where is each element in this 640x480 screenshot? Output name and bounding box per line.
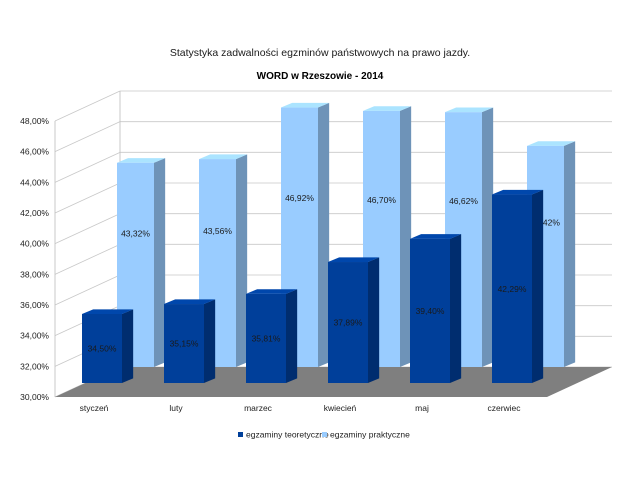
bar-teoretyczne-front xyxy=(410,238,450,383)
x-category-label: marzec xyxy=(244,403,273,413)
data-label-praktyczne: 46,92% xyxy=(285,193,314,203)
bar-praktyczne-top xyxy=(281,102,330,108)
y-tick-label: 44,00% xyxy=(20,177,49,187)
bar-teoretyczne-side xyxy=(532,189,544,383)
y-tick-label: 40,00% xyxy=(20,239,49,249)
bar-praktyczne-top xyxy=(445,107,494,113)
bar-teoretyczne-side xyxy=(450,234,462,383)
gridline-side xyxy=(54,213,121,245)
x-category-label: kwiecień xyxy=(324,403,357,413)
data-label-teoretyczne: 35,15% xyxy=(170,339,199,349)
bar-praktyczne-side xyxy=(236,154,248,367)
y-tick-label: 36,00% xyxy=(20,300,49,310)
bar-praktyczne-side xyxy=(400,106,412,368)
y-tick-label: 38,00% xyxy=(20,269,49,279)
legend-label: egzaminy praktyczne xyxy=(330,430,410,440)
data-label-praktyczne: 43,56% xyxy=(203,226,232,236)
legend-swatch xyxy=(322,432,327,437)
bar-teoretyczne-front xyxy=(164,304,204,383)
y-tick-label: 30,00% xyxy=(20,392,49,402)
y-tick-label: 48,00% xyxy=(20,116,49,126)
bar-teoretyczne-top xyxy=(328,257,380,263)
bar-praktyczne-side xyxy=(154,158,166,367)
gridline-side xyxy=(54,90,121,122)
bar-praktyczne-side xyxy=(482,107,494,367)
legend: egzaminy teoretyczne egzaminy praktyczne xyxy=(238,430,410,440)
bar-teoretyczne-top xyxy=(82,309,134,314)
bar-teoretyczne-side xyxy=(122,309,134,383)
y-axis-ticks: 30,00% 32,00% 34,00% 36,00% 38,00% 40,00% 42,0… xyxy=(20,116,49,402)
x-axis-categories: styczeń luty marzec kwiecień maj czerwiec xyxy=(80,403,522,413)
bar-teoretyczne-side xyxy=(368,257,380,383)
gridline-side xyxy=(54,151,121,183)
bar-teoretyczne-top xyxy=(246,289,298,294)
x-category-label: styczeń xyxy=(80,403,109,413)
bar-teoretyczne-side xyxy=(286,289,298,383)
data-label-praktyczne: 44,42% xyxy=(531,217,560,227)
y-tick-label: 46,00% xyxy=(20,147,49,157)
bar-teoretyczne xyxy=(164,299,216,383)
bar-teoretyczne xyxy=(82,309,134,383)
bar-praktyczne-side xyxy=(318,102,330,367)
gridline-side xyxy=(54,182,121,214)
chart-title: Statystyka zadwalności egzminów państwow… xyxy=(170,47,470,59)
y-tick-label: 34,00% xyxy=(20,331,49,341)
bar-teoretyczne xyxy=(328,257,380,383)
bar-praktyczne xyxy=(117,158,166,367)
bar-praktyczne-top xyxy=(363,106,412,111)
x-category-label: maj xyxy=(415,403,429,413)
data-label-teoretyczne: 35,81% xyxy=(252,333,281,343)
bar-teoretyczne-front xyxy=(82,314,122,383)
legend-label: egzaminy teoretyczne xyxy=(246,430,329,440)
bar-teoretyczne-top xyxy=(410,234,462,239)
y-tick-label: 32,00% xyxy=(20,361,49,371)
x-category-label: czerwiec xyxy=(487,403,521,413)
data-label-praktyczne: 43,32% xyxy=(121,228,150,238)
bar-praktyczne-side xyxy=(564,141,576,367)
bar-teoretyczne-front xyxy=(492,194,532,383)
bar-praktyczne-top xyxy=(199,154,248,160)
series-front-bars: 34,50% 35,15% 35,81% 37,89% 39,40% 42,29% xyxy=(82,189,544,383)
data-label-praktyczne: 46,62% xyxy=(449,196,478,206)
data-label-teoretyczne: 37,89% xyxy=(334,318,363,328)
data-label-teoretyczne: 42,29% xyxy=(498,284,527,294)
legend-swatch xyxy=(238,432,243,437)
x-category-label: luty xyxy=(169,403,183,413)
bar-teoretyczne-top xyxy=(164,299,216,305)
bar-praktyczne-top xyxy=(117,158,166,163)
chart-subtitle: WORD w Rzeszowie - 2014 xyxy=(257,71,384,82)
bar-teoretyczne-side xyxy=(204,299,216,383)
y-tick-label: 42,00% xyxy=(20,208,49,218)
bar-teoretyczne xyxy=(246,289,298,383)
bar-teoretyczne xyxy=(410,234,462,383)
bar-teoretyczne-front xyxy=(328,262,368,383)
gridline-side xyxy=(54,121,121,153)
gridline-side xyxy=(54,243,121,275)
bar-praktyczne-top xyxy=(527,141,576,146)
bar-teoretyczne-top xyxy=(492,189,544,195)
bar-teoretyczne-front xyxy=(246,293,286,383)
gridline-side xyxy=(54,274,121,306)
bar-teoretyczne xyxy=(492,189,544,383)
data-label-teoretyczne: 34,50% xyxy=(88,344,117,354)
data-label-teoretyczne: 39,40% xyxy=(416,306,445,316)
data-label-praktyczne: 46,70% xyxy=(367,195,396,205)
series-back-bars: 43,32% 43,56% 46,92% 46,70% 46,62% 44,42% xyxy=(117,102,576,368)
